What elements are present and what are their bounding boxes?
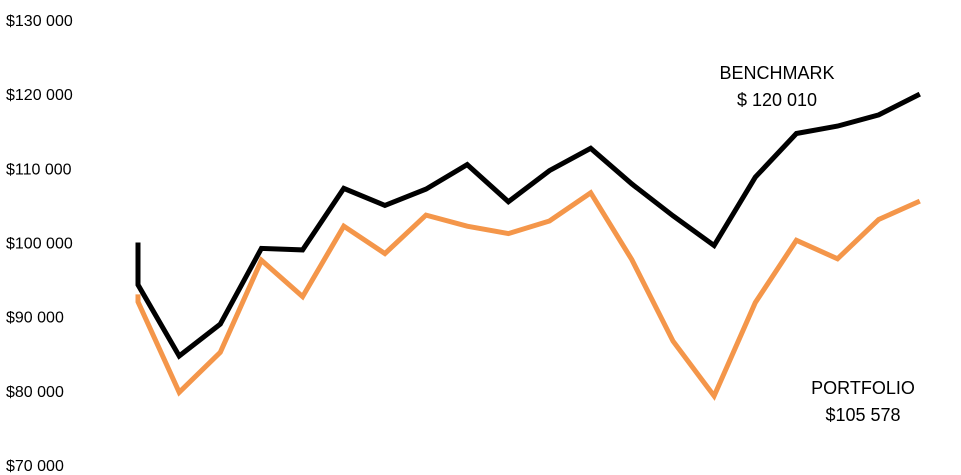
- portfolio-series-name: PORTFOLIO: [811, 378, 915, 398]
- portfolio-series-value: $105 578: [825, 405, 900, 425]
- y-axis-tick-labels: $130 000 $120 000 $110 000 $100 000 $90 000 $…: [6, 13, 73, 475]
- y-tick-label: $120 000: [6, 87, 73, 104]
- benchmark-series-line: [135, 91, 921, 360]
- benchmark-series-name: BENCHMARK: [719, 63, 834, 83]
- y-tick-label: $100 000: [6, 236, 73, 253]
- y-tick-label: $90 000: [6, 310, 64, 327]
- y-tick-label: $110 000: [6, 161, 72, 178]
- benchmark-annotation: BENCHMARK $ 120 010: [719, 63, 834, 110]
- series-lines: [135, 91, 921, 401]
- y-tick-label: $80 000: [6, 384, 64, 401]
- y-tick-label: $130 000: [6, 13, 73, 30]
- portfolio-series-line: [135, 189, 921, 401]
- benchmark-series-value: $ 120 010: [737, 90, 817, 110]
- y-tick-label: $70 000: [6, 458, 64, 475]
- portfolio-annotation: PORTFOLIO $105 578: [811, 378, 915, 425]
